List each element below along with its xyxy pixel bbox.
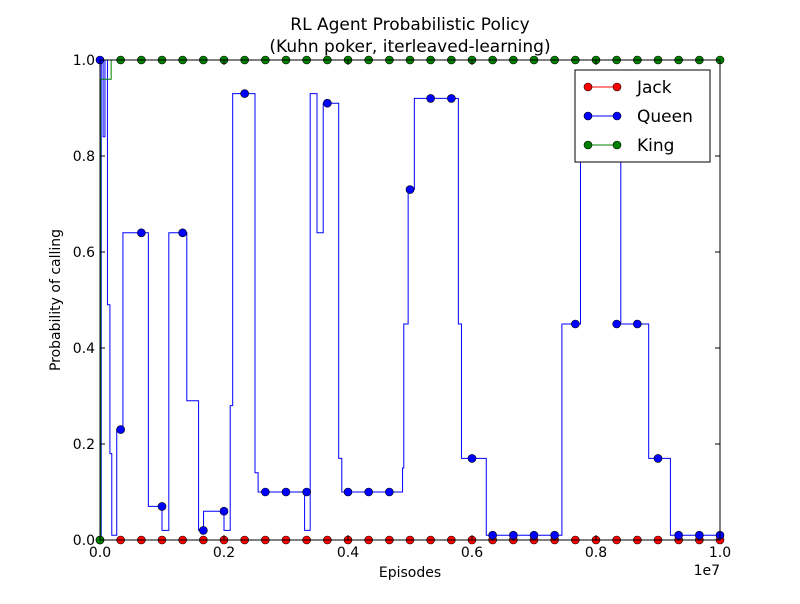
chart-subtitle: (Kuhn poker, iterleaved-learning) (269, 37, 550, 57)
x-tick-label: 0.2 (213, 545, 235, 561)
data-point-queen (240, 89, 249, 98)
data-point-queen (447, 94, 456, 103)
legend-label-jack: Jack (636, 78, 672, 98)
data-point-queen (426, 94, 435, 103)
data-point-queen (385, 487, 394, 497)
data-point-queen (653, 454, 663, 463)
x-tick-label: 0.6 (461, 545, 483, 561)
data-point-queen (674, 530, 683, 540)
data-point-queen (157, 502, 167, 511)
x-tick-label: 1.0 (709, 545, 731, 561)
y-tick-label: 0.4 (73, 341, 95, 357)
data-point-queen (137, 228, 146, 238)
chart-title: RL Agent Probabilistic Policy (290, 15, 529, 35)
data-point-queen (467, 454, 477, 463)
y-tick-label: 0.6 (73, 245, 95, 261)
data-point-queen (509, 530, 518, 540)
legend-marker-king (612, 140, 622, 150)
data-point-queen (261, 487, 270, 497)
data-point-queen (550, 530, 559, 540)
y-tick-label: 1.0 (73, 53, 95, 69)
y-tick-label: 0.2 (73, 437, 95, 453)
legend-entry-jack: Jack (583, 78, 672, 98)
legend-marker-queen (583, 111, 593, 121)
y-tick-label: 0.0 (73, 533, 95, 549)
legend-label-queen: Queen (637, 107, 693, 127)
ticks-layer: 0.0 0.2 0.4 0.6 0.8 1.0 0.0 0.2 0.4 0.6 0.8 1.0 (73, 53, 731, 561)
data-point-queen (529, 530, 539, 540)
x-axis-label: Episodes (379, 565, 441, 581)
series-layer (95, 55, 725, 545)
data-point-queen (612, 319, 621, 329)
data-point-queen (178, 228, 187, 238)
data-point-queen (219, 506, 229, 516)
x-offset-label: 1e7 (694, 563, 720, 579)
data-point-queen (364, 487, 373, 497)
legend-marker-jack (583, 82, 593, 92)
data-point-queen (116, 425, 125, 434)
data-point-queen (343, 487, 353, 497)
data-point-queen (488, 530, 497, 540)
data-point-queen (695, 530, 704, 540)
data-point-queen (302, 487, 311, 497)
legend-entry-king: King (583, 136, 674, 156)
x-tick-label: 0.8 (585, 545, 607, 561)
data-point-queen (405, 185, 415, 194)
legend-marker-king (583, 140, 593, 150)
legend-label-king: King (637, 136, 674, 156)
data-point-queen (323, 98, 332, 108)
y-axis-label: Probability of calling (48, 229, 64, 371)
legend: Jack Queen King (574, 69, 711, 163)
series-queen (95, 55, 725, 541)
x-tick-label: 0.0 (89, 545, 111, 561)
x-tick-label: 0.4 (337, 545, 359, 561)
plot-frame (99, 59, 721, 541)
legend-marker-jack (612, 82, 622, 92)
data-point-queen (571, 319, 580, 329)
data-point-queen (199, 526, 208, 535)
data-point-queen (281, 487, 291, 497)
legend-entry-queen: Queen (583, 107, 693, 127)
data-point-queen (633, 319, 642, 329)
y-tick-label: 0.8 (73, 149, 95, 165)
legend-marker-queen (612, 111, 622, 121)
